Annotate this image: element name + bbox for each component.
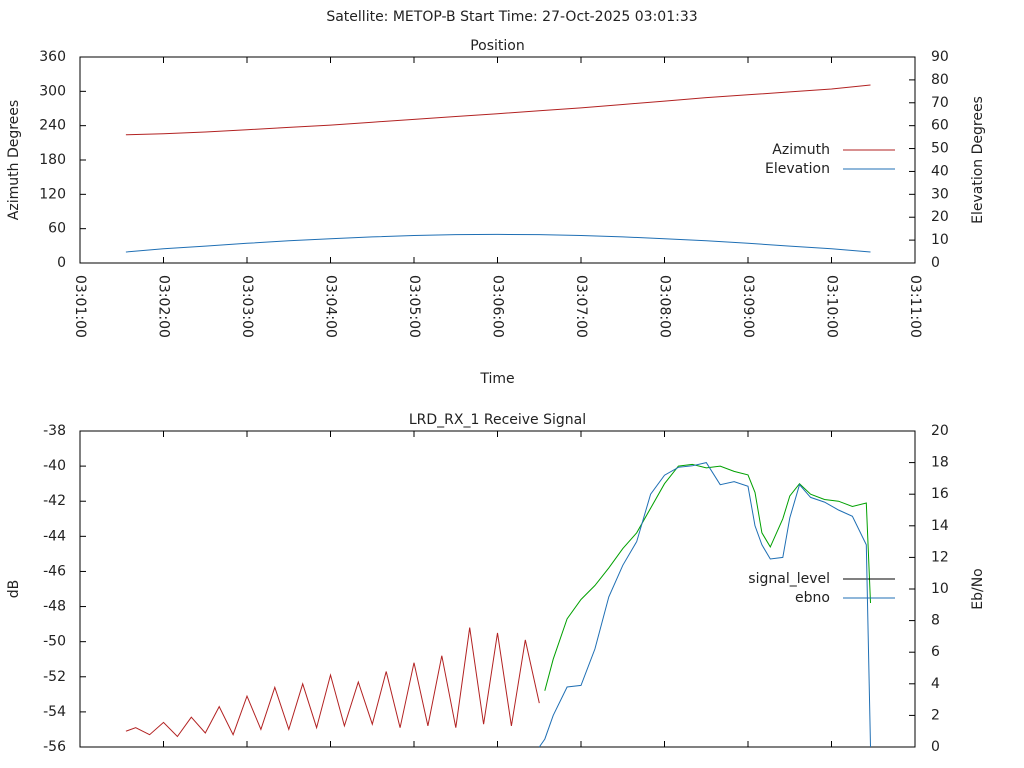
x-tick-label: 03:10:00	[824, 275, 840, 338]
legend-label: Azimuth	[772, 142, 830, 158]
y2-tick-label: 10	[931, 581, 949, 597]
y2-tick-label: 50	[931, 141, 949, 157]
y-tick-label: 60	[48, 221, 66, 237]
y-axis-label: dB	[6, 580, 22, 599]
y-axis-label: Azimuth Degrees	[6, 100, 22, 220]
x-tick-label: 03:06:00	[490, 275, 506, 338]
y2-tick-label: 14	[931, 518, 949, 534]
y-tick-label: -50	[43, 634, 66, 650]
y-tick-label: -46	[43, 563, 66, 579]
y-tick-label: -48	[43, 599, 66, 615]
chart-title: LRD_RX_1 Receive Signal	[409, 412, 586, 428]
x-tick-label: 03:02:00	[156, 275, 172, 338]
suptitle: Satellite: METOP-B Start Time: 27-Oct-20…	[326, 9, 697, 25]
data-line	[544, 463, 871, 691]
x-tick-label: 03:08:00	[657, 275, 673, 338]
data-line	[125, 84, 871, 136]
y-tick-label: 0	[57, 255, 66, 271]
y-tick-label: -54	[43, 704, 66, 720]
y2-tick-label: 20	[931, 423, 949, 439]
x-tick-label: 03:09:00	[740, 275, 756, 338]
data-line	[125, 233, 871, 253]
legend-label: ebno	[795, 590, 830, 606]
y2-tick-label: 8	[931, 613, 940, 629]
y-tick-label: 360	[39, 49, 66, 65]
y-tick-label: 120	[39, 186, 66, 202]
y2-axis-label: Eb/No	[970, 568, 986, 610]
y2-tick-label: 16	[931, 486, 949, 502]
y2-tick-label: 10	[931, 232, 949, 248]
x-tick-label: 03:11:00	[907, 275, 923, 338]
y2-tick-label: 4	[931, 676, 940, 692]
y-tick-label: 180	[39, 152, 66, 168]
y2-tick-label: 40	[931, 163, 949, 179]
y2-tick-label: 20	[931, 209, 949, 225]
y-tick-label: -52	[43, 669, 66, 685]
y2-axis-label: Elevation Degrees	[970, 96, 986, 224]
y2-tick-label: 0	[931, 739, 940, 755]
x-tick-label: 03:07:00	[573, 275, 589, 338]
y2-tick-label: 60	[931, 118, 949, 134]
y2-tick-label: 70	[931, 95, 949, 111]
y2-tick-label: 0	[931, 255, 940, 271]
chart-title: Position	[470, 38, 525, 54]
legend-label: Elevation	[765, 161, 830, 177]
y-tick-label: -38	[43, 423, 66, 439]
data-line	[125, 627, 540, 738]
y2-tick-label: 90	[931, 49, 949, 65]
y2-tick-label: 2	[931, 707, 940, 723]
y-tick-label: 240	[39, 118, 66, 134]
x-tick-label: 03:03:00	[239, 275, 255, 338]
legend-label: signal_level	[748, 571, 830, 587]
y2-tick-label: 18	[931, 455, 949, 471]
y2-tick-label: 80	[931, 72, 949, 88]
y-tick-label: -40	[43, 458, 66, 474]
x-tick-label: 03:05:00	[406, 275, 422, 338]
data-line	[538, 462, 871, 748]
x-tick-label: 03:04:00	[323, 275, 339, 338]
y2-tick-label: 6	[931, 644, 940, 660]
y-tick-label: -42	[43, 493, 66, 509]
y-tick-label: 300	[39, 83, 66, 99]
y-tick-label: -56	[43, 739, 66, 755]
y2-tick-label: 12	[931, 549, 949, 565]
y2-tick-label: 30	[931, 186, 949, 202]
x-tick-label: 03:01:00	[72, 275, 88, 338]
y-tick-label: -44	[43, 528, 66, 544]
x-axis-label: Time	[479, 371, 514, 387]
